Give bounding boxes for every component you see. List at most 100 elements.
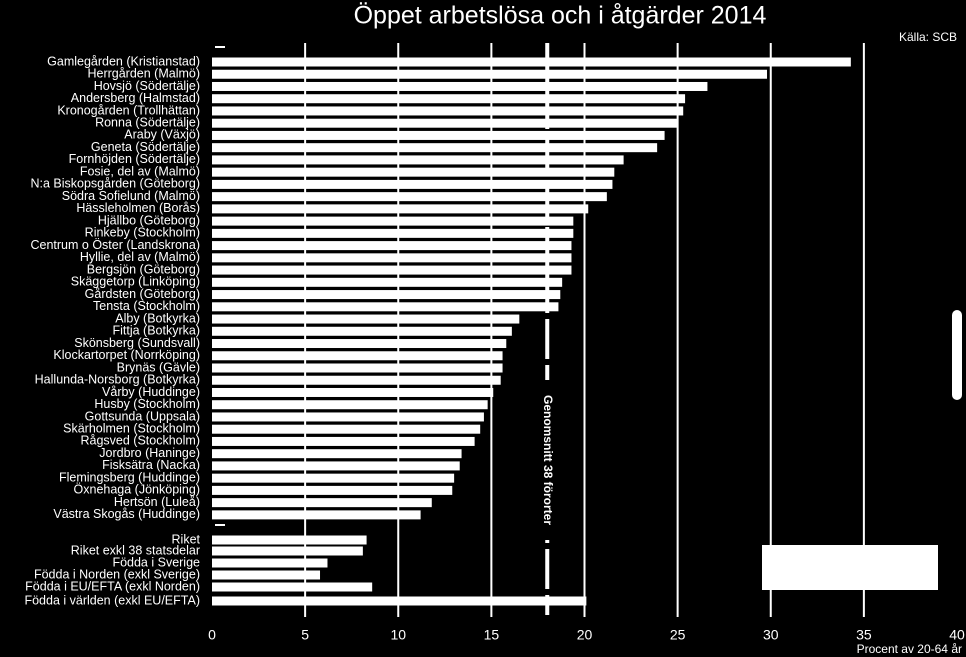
y-tick-label: Husby (Stockholm)	[94, 397, 200, 411]
bar	[212, 241, 572, 251]
bar	[212, 326, 512, 336]
y-tick-label: Andersberg (Halmstad)	[71, 91, 200, 105]
bar	[212, 216, 574, 226]
x-tick-label: 5	[301, 627, 309, 643]
bar	[212, 81, 708, 91]
x-axis-label: Procent av 20-64 år	[857, 642, 962, 656]
bar	[212, 69, 768, 79]
y-tick-label: Födda i EU/EFTA (exkl Norden)	[25, 579, 200, 593]
bar	[212, 412, 484, 422]
y-tick-label: Rinkeby (Stockholm)	[85, 226, 200, 240]
chart-title: Öppet arbetslösa och i åtgärder 2014	[354, 2, 767, 30]
y-tick-label: Gårdsten (Göteborg)	[85, 287, 200, 301]
bar	[212, 253, 572, 263]
y-tick-label: N:a Biskopsgården (Göteborg)	[30, 177, 200, 191]
y-tick-label: Riket	[172, 532, 201, 546]
y-tick-label: Rågsved (Stockholm)	[81, 434, 201, 448]
y-tick-label: Hyllie, del av (Malmö)	[80, 250, 200, 264]
y-tick-label: Hertsön (Luleå)	[114, 495, 200, 509]
bar	[212, 277, 563, 287]
bar	[212, 155, 624, 165]
y-tick-label: Herrgården (Malmö)	[87, 67, 200, 81]
x-tick-label: 35	[856, 627, 872, 643]
bar	[212, 106, 684, 116]
bar	[212, 387, 494, 397]
x-tick-label: 20	[577, 627, 593, 643]
bar	[212, 167, 615, 177]
x-tick-label: 40	[949, 627, 965, 643]
y-tick-label: Födda i Norden (exkl Sverige)	[34, 567, 200, 581]
bar	[212, 449, 462, 459]
bar	[212, 204, 589, 214]
y-tick-label: Brynäs (Gävle)	[117, 360, 200, 374]
y-tick-label: Skönsberg (Sundsvall)	[74, 336, 200, 350]
y-tick-label: Centrum o Öster (Landskrona)	[30, 238, 200, 252]
x-tick-label: 30	[763, 627, 779, 643]
x-tick-label: 10	[390, 627, 406, 643]
y-tick-label: Fisksätra (Nacka)	[102, 458, 200, 472]
bar	[212, 485, 453, 495]
y-tick-label: Västra Skogås (Huddinge)	[53, 507, 200, 521]
bar	[212, 582, 373, 592]
y-tick-label: Fornhöjden (Södertälje)	[69, 152, 200, 166]
y-tick-label: Hovsjö (Södertälje)	[94, 79, 200, 93]
y-tick-label: Öxnehaga (Jönköping)	[74, 483, 200, 497]
bar	[212, 461, 460, 471]
y-tick-label: Skärholmen (Stockholm)	[63, 421, 200, 435]
y-tick-label: Gamlegården (Kristianstad)	[47, 54, 200, 68]
y-tick-label: Flemingsberg (Huddinge)	[59, 470, 200, 484]
bar	[212, 546, 363, 556]
bar	[212, 498, 432, 508]
y-tick-label: Tensta (Stockholm)	[93, 299, 200, 313]
average-label-bg	[539, 380, 556, 540]
bar	[212, 228, 574, 238]
bar	[212, 351, 503, 361]
y-tick-label: Vårby (Huddinge)	[102, 385, 200, 399]
bar	[212, 339, 507, 349]
source: Källa: SCB	[899, 30, 957, 44]
y-tick-label: Fosie, del av (Malmö)	[80, 164, 200, 178]
bar	[212, 436, 475, 446]
bar	[212, 375, 501, 385]
bar	[212, 118, 678, 128]
y-tick-label: Hässleholmen (Borås)	[76, 201, 200, 215]
bar	[212, 570, 321, 580]
scrollbar	[952, 310, 962, 400]
bar	[212, 302, 559, 312]
bar	[212, 57, 851, 67]
y-tick-label: Araby (Växjö)	[124, 128, 200, 142]
bar	[212, 130, 665, 140]
x-tick-label: 25	[670, 627, 686, 643]
y-tick-label: Skäggetorp (Linköping)	[71, 275, 200, 289]
bar	[212, 535, 367, 545]
bar	[212, 510, 421, 520]
bar	[212, 265, 572, 275]
bar	[212, 143, 658, 153]
y-tick-label: Ronna (Södertälje)	[95, 115, 200, 129]
y-tick-label: Alby (Botkyrka)	[115, 311, 200, 325]
bar	[212, 192, 607, 202]
y-tick-label: Södra Sofielund (Malmö)	[62, 189, 200, 203]
y-tick-label: Jordbro (Haninge)	[99, 446, 200, 460]
bar	[212, 290, 561, 300]
bar	[212, 400, 488, 410]
bar	[212, 94, 686, 104]
y-tick-label: Gottsunda (Uppsala)	[85, 409, 200, 423]
bar	[212, 596, 587, 606]
bar	[212, 424, 481, 434]
bar	[212, 363, 503, 373]
bar	[212, 179, 613, 189]
y-tick-label: Hallunda-Norsborg (Botkyrka)	[35, 373, 200, 387]
legend-box	[762, 545, 938, 590]
y-tick-label: Kronogården (Trollhättan)	[57, 103, 200, 117]
bar	[212, 558, 328, 568]
bar	[212, 473, 455, 483]
x-tick-label: 0	[208, 627, 216, 643]
y-tick-label: Geneta (Södertälje)	[91, 140, 200, 154]
x-tick-label: 15	[484, 627, 500, 643]
y-tick-label: Födda i världen (exkl EU/EFTA)	[24, 593, 200, 607]
y-tick-label: Födda i Sverige	[112, 555, 200, 569]
y-tick-label: Hjällbo (Göteborg)	[98, 213, 200, 227]
